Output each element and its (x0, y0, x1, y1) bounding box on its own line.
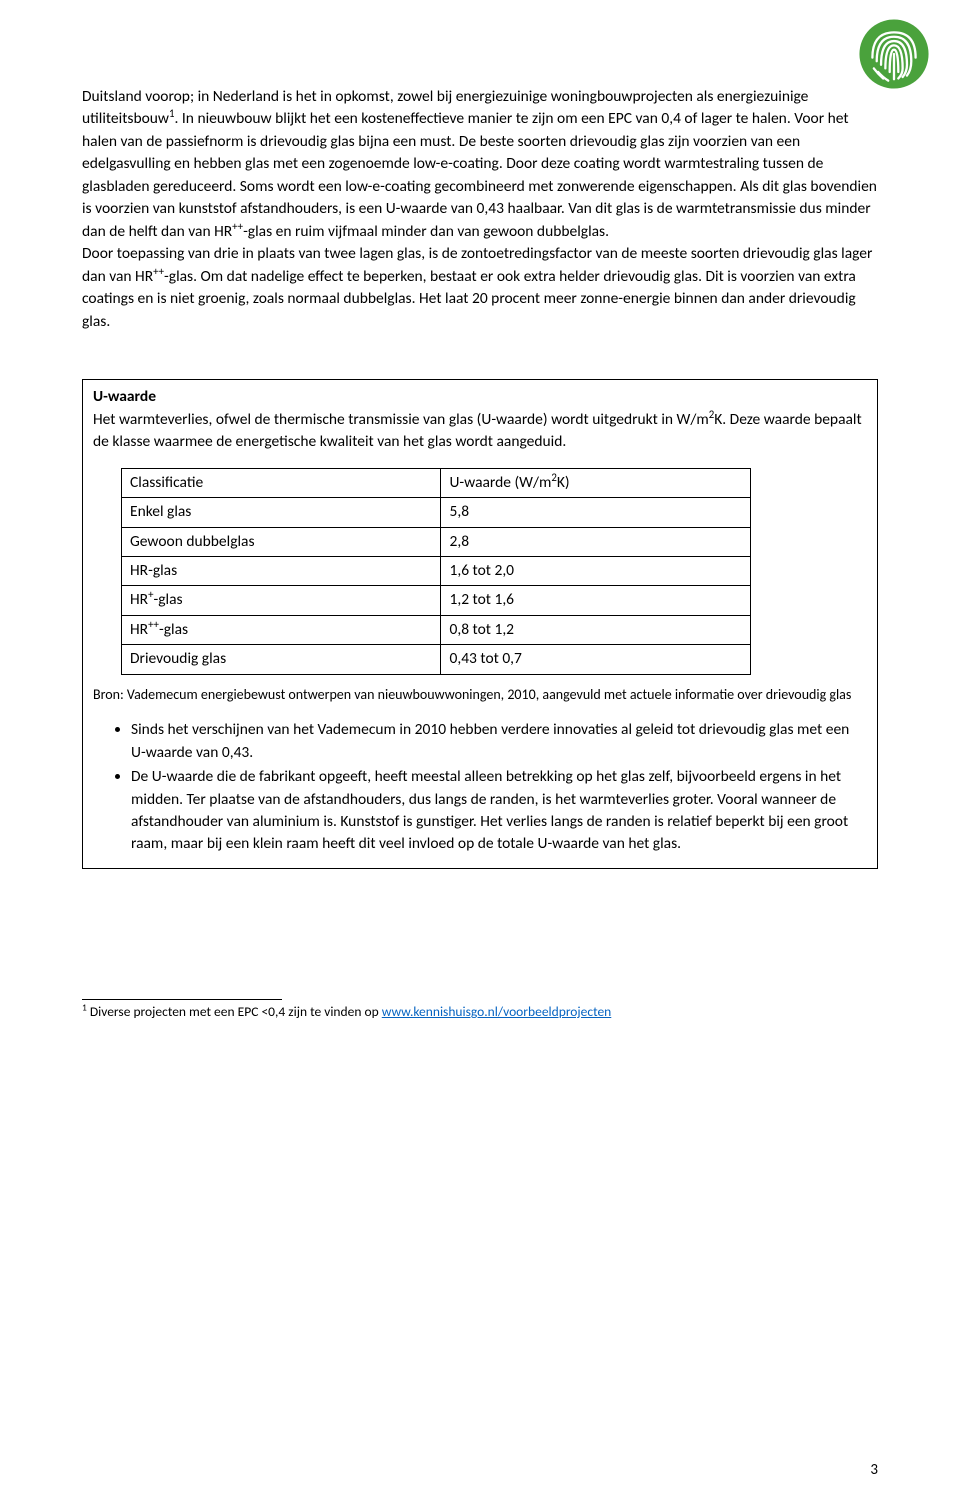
table-cell-classificatie: Enkel glas (122, 498, 441, 527)
table-cell-uwaarde: 1,2 tot 1,6 (441, 586, 751, 615)
table-cell-uwaarde: 1,6 tot 2,0 (441, 556, 751, 585)
box-intro: U-waarde Het warmteverlies, ofwel de the… (93, 386, 867, 453)
table-row: HR+-glas1,2 tot 1,6 (122, 586, 751, 615)
classification-table: Classificatie U-waarde (W/m2K) Enkel gla… (121, 468, 751, 675)
hr-sup-1: ++ (232, 220, 243, 233)
para2-seg2: -glas. Om dat nadelige effect te beperke… (82, 267, 856, 331)
table-header-classificatie: Classificatie (122, 468, 441, 497)
table-cell-uwaarde: 0,43 tot 0,7 (441, 645, 751, 674)
main-text-block: Duitsland voorop; in Nederland is het in… (82, 86, 878, 333)
table-row: HR-glas1,6 tot 2,0 (122, 556, 751, 585)
box-intro-a: Het warmteverlies, ofwel de thermische t… (93, 410, 709, 429)
table-cell-uwaarde: 0,8 tot 1,2 (441, 615, 751, 644)
table-cell-uwaarde: 5,8 (441, 498, 751, 527)
page-number: 3 (870, 1460, 878, 1482)
table-cell-classificatie: HR-glas (122, 556, 441, 585)
footnote-1: 1 Diverse projecten met een EPC <0,4 zij… (82, 1002, 878, 1022)
paragraph-1: Duitsland voorop; in Nederland is het in… (82, 86, 878, 243)
list-item: Sinds het verschijnen van het Vademecum … (131, 719, 867, 764)
box-title: U-waarde (93, 387, 156, 406)
table-source: Bron: Vademecum energiebewust ontwerpen … (93, 685, 867, 705)
fingerprint-logo (858, 18, 930, 90)
list-item: De U-waarde die de fabrikant opgeeft, he… (131, 766, 867, 856)
table-row: HR++-glas0,8 tot 1,2 (122, 615, 751, 644)
table-header-row: Classificatie U-waarde (W/m2K) (122, 468, 751, 497)
table-row: Gewoon dubbelglas2,8 (122, 527, 751, 556)
table-row: Enkel glas5,8 (122, 498, 751, 527)
para1-seg3: -glas en ruim vijfmaal minder dan van ge… (243, 222, 609, 241)
table-cell-uwaarde: 2,8 (441, 527, 751, 556)
hr-sup-2: ++ (153, 265, 164, 278)
footnote-link[interactable]: www.kennishuisgo.nl/voorbeeldprojecten (382, 1003, 612, 1020)
table-cell-classificatie: Drievoudig glas (122, 645, 441, 674)
table-cell-classificatie: HR++-glas (122, 615, 441, 644)
table-row: Drievoudig glas0,43 tot 0,7 (122, 645, 751, 674)
table-cell-classificatie: HR+-glas (122, 586, 441, 615)
u-waarde-box: U-waarde Het warmteverlies, ofwel de the… (82, 379, 878, 869)
paragraph-2: Door toepassing van drie in plaats van t… (82, 243, 878, 333)
table-header-uwaarde: U-waarde (W/m2K) (441, 468, 751, 497)
bullet-list: Sinds het verschijnen van het Vademecum … (93, 719, 867, 856)
table-cell-classificatie: Gewoon dubbelglas (122, 527, 441, 556)
footnote-text: Diverse projecten met een EPC <0,4 zijn … (87, 1003, 382, 1020)
footnote-separator (82, 999, 282, 1000)
